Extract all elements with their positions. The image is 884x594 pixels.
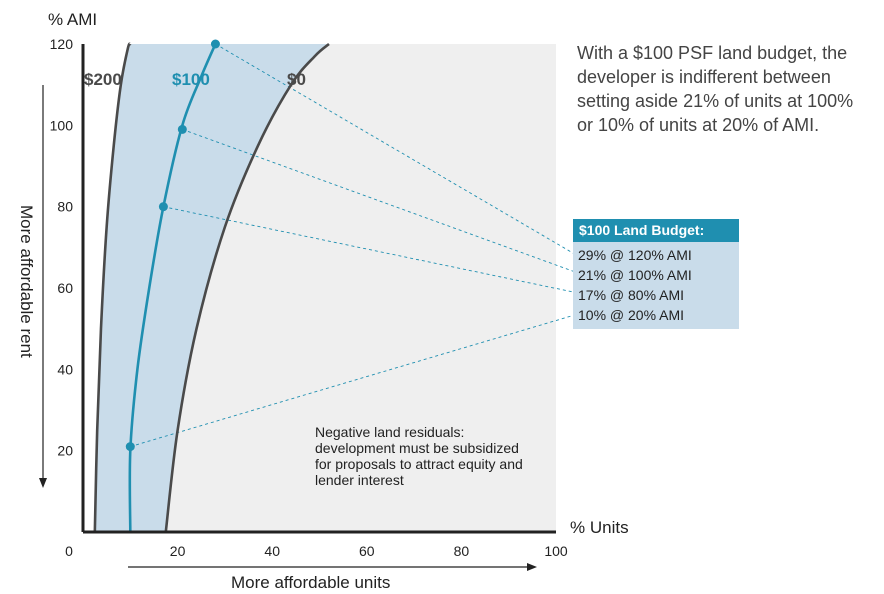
x-axis-title: % Units xyxy=(570,518,629,537)
highlight-point xyxy=(178,125,187,134)
curve-label-usd-0: $0 xyxy=(287,70,306,89)
y-tick-label: 100 xyxy=(50,117,74,133)
budget-row-80: 17% @ 80% AMI xyxy=(573,285,739,305)
budget-row-20: 10% @ 20% AMI xyxy=(573,305,739,325)
budget-row-100: 21% @ 100% AMI xyxy=(573,265,739,285)
y-direction-arrow xyxy=(39,85,47,488)
y-tick-labels: 20 40 60 80 100 120 xyxy=(50,36,74,459)
y-tick-label: 20 xyxy=(57,443,73,459)
y-tick-label: 80 xyxy=(57,199,73,215)
y-tick-label: 120 xyxy=(50,36,74,52)
y-arrow-label: More affordable rent xyxy=(17,205,36,358)
x-tick-label: 0 xyxy=(65,543,73,559)
x-tick-label: 20 xyxy=(170,543,186,559)
x-tick-label: 40 xyxy=(264,543,280,559)
x-tick-label: 60 xyxy=(359,543,375,559)
x-arrow-label: More affordable units xyxy=(231,573,390,592)
highlight-point xyxy=(211,40,220,49)
intro-note: With a $100 PSF land budget, the develop… xyxy=(577,41,867,137)
y-axis-title: % AMI xyxy=(48,10,97,29)
y-tick-label: 60 xyxy=(57,280,73,296)
curve-label-usd-100: $100 xyxy=(172,70,210,89)
x-tick-labels: 0 20 40 60 80 100 xyxy=(65,543,568,559)
x-direction-arrow xyxy=(128,563,537,571)
land-budget-title: $100 Land Budget: xyxy=(573,219,739,242)
negative-residuals-note: Negative land residuals: development mus… xyxy=(315,424,525,488)
land-budget-box: $100 Land Budget: 29% @ 120% AMI 21% @ 1… xyxy=(573,219,739,329)
curve-label-usd-200: $200 xyxy=(84,70,122,89)
y-tick-label: 40 xyxy=(57,361,73,377)
budget-row-120: 29% @ 120% AMI xyxy=(573,245,739,265)
highlight-point xyxy=(159,202,168,211)
highlight-point xyxy=(126,442,135,451)
x-tick-label: 100 xyxy=(544,543,568,559)
x-tick-label: 80 xyxy=(454,543,470,559)
